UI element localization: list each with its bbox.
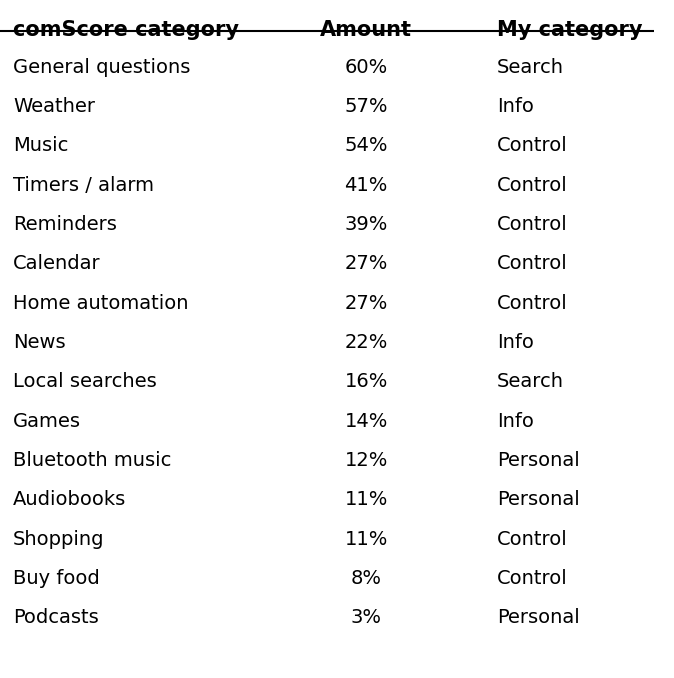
Text: Calendar: Calendar: [13, 254, 100, 273]
Text: Bluetooth music: Bluetooth music: [13, 451, 171, 470]
Text: Info: Info: [497, 97, 534, 116]
Text: Personal: Personal: [497, 490, 580, 509]
Text: Local searches: Local searches: [13, 372, 157, 391]
Text: 3%: 3%: [350, 608, 381, 627]
Text: 27%: 27%: [344, 254, 388, 273]
Text: Info: Info: [497, 333, 534, 352]
Text: 39%: 39%: [344, 215, 388, 234]
Text: My category: My category: [497, 20, 642, 40]
Text: 14%: 14%: [344, 412, 388, 431]
Text: 11%: 11%: [344, 490, 388, 509]
Text: 54%: 54%: [344, 136, 388, 155]
Text: Control: Control: [497, 176, 568, 195]
Text: Audiobooks: Audiobooks: [13, 490, 126, 509]
Text: 27%: 27%: [344, 294, 388, 313]
Text: 22%: 22%: [344, 333, 388, 352]
Text: Control: Control: [497, 254, 568, 273]
Text: General questions: General questions: [13, 58, 191, 77]
Text: Control: Control: [497, 215, 568, 234]
Text: 60%: 60%: [344, 58, 388, 77]
Text: Control: Control: [497, 569, 568, 588]
Text: 16%: 16%: [344, 372, 388, 391]
Text: Personal: Personal: [497, 451, 580, 470]
Text: Games: Games: [13, 412, 81, 431]
Text: Search: Search: [497, 372, 564, 391]
Text: comScore category: comScore category: [13, 20, 239, 40]
Text: Control: Control: [497, 136, 568, 155]
Text: 12%: 12%: [344, 451, 388, 470]
Text: 8%: 8%: [350, 569, 381, 588]
Text: Podcasts: Podcasts: [13, 608, 99, 627]
Text: Info: Info: [497, 412, 534, 431]
Text: Personal: Personal: [497, 608, 580, 627]
Text: Shopping: Shopping: [13, 530, 104, 549]
Text: Weather: Weather: [13, 97, 95, 116]
Text: Reminders: Reminders: [13, 215, 117, 234]
Text: Buy food: Buy food: [13, 569, 100, 588]
Text: News: News: [13, 333, 65, 352]
Text: 41%: 41%: [344, 176, 388, 195]
Text: Music: Music: [13, 136, 69, 155]
Text: 57%: 57%: [344, 97, 388, 116]
Text: Control: Control: [497, 530, 568, 549]
Text: Search: Search: [497, 58, 564, 77]
Text: 11%: 11%: [344, 530, 388, 549]
Text: Control: Control: [497, 294, 568, 313]
Text: Amount: Amount: [320, 20, 412, 40]
Text: Timers / alarm: Timers / alarm: [13, 176, 154, 195]
Text: Home automation: Home automation: [13, 294, 189, 313]
